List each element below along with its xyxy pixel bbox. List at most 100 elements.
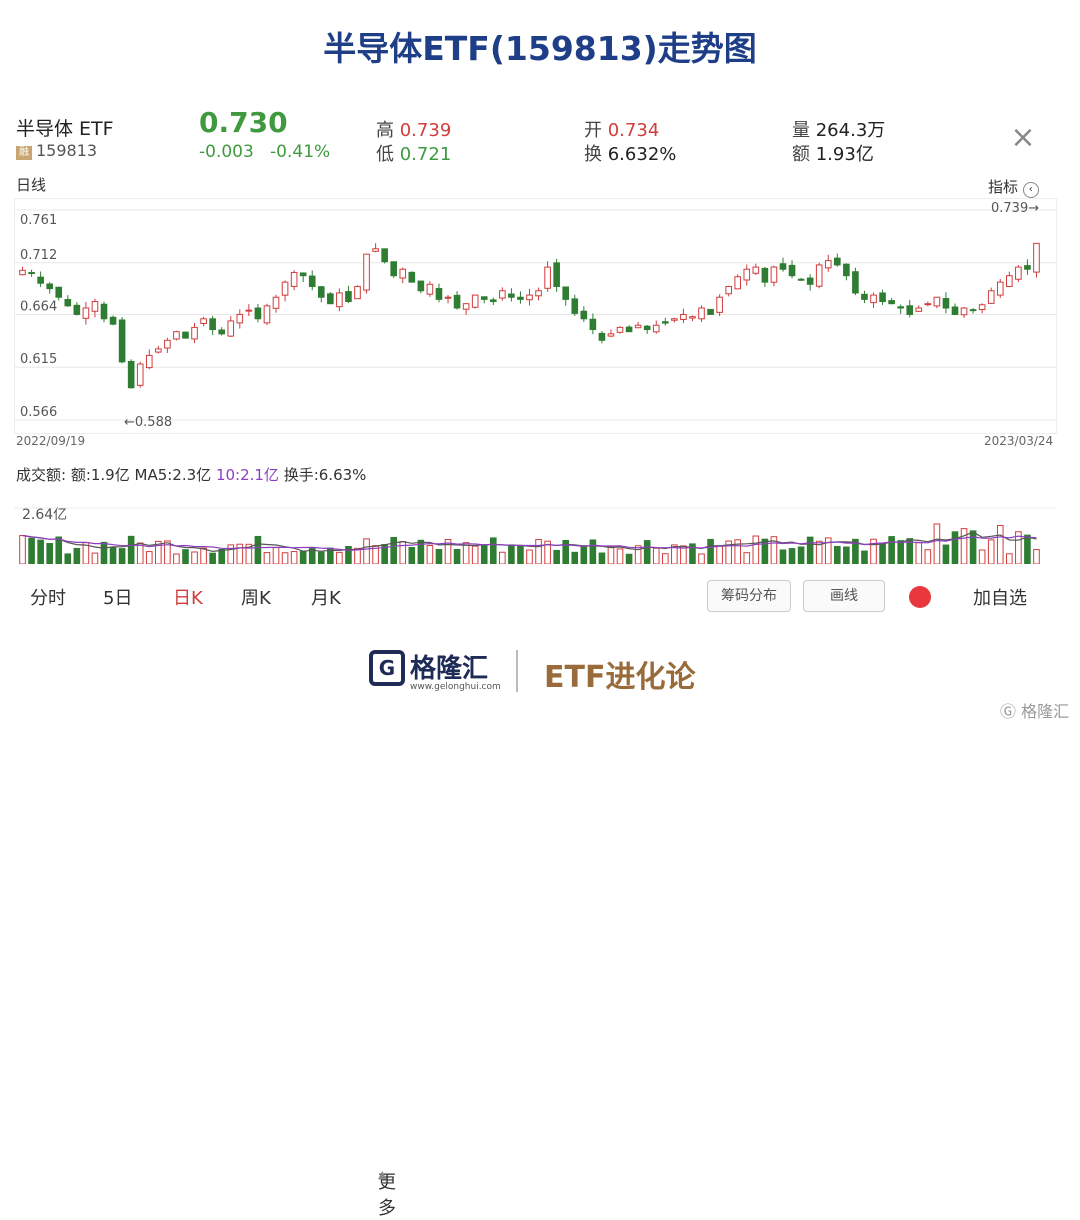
candle bbox=[155, 345, 162, 354]
candle bbox=[960, 306, 968, 318]
volume-bar bbox=[19, 534, 26, 564]
volume-chart bbox=[14, 507, 1057, 564]
price-change: -0.003 -0.41% bbox=[199, 142, 331, 162]
volume-bar bbox=[996, 524, 1004, 564]
volume-bar bbox=[245, 543, 253, 564]
volume-bar bbox=[951, 531, 959, 564]
volume-bar bbox=[634, 545, 642, 564]
candle bbox=[987, 287, 995, 304]
candle bbox=[218, 327, 226, 336]
tab-monthly-k[interactable]: 月K bbox=[311, 588, 341, 609]
volume-bar bbox=[725, 540, 732, 564]
close-icon[interactable]: × bbox=[1010, 120, 1036, 155]
volume-bar bbox=[752, 535, 760, 564]
volume-bar bbox=[408, 547, 416, 564]
tab-intraday[interactable]: 分时 bbox=[30, 588, 66, 609]
candle bbox=[833, 253, 841, 267]
candle bbox=[888, 298, 895, 305]
max-annotation: 0.739→ bbox=[991, 201, 1039, 216]
last-price: 0.730 bbox=[199, 106, 288, 139]
record-icon[interactable] bbox=[909, 586, 931, 608]
tab-5day[interactable]: 5日 bbox=[103, 588, 133, 609]
chevron-left-icon: ‹ bbox=[1022, 182, 1039, 198]
candle bbox=[109, 315, 117, 326]
candle bbox=[435, 283, 443, 303]
candle bbox=[191, 322, 198, 344]
candle bbox=[725, 285, 732, 297]
candle bbox=[634, 321, 642, 329]
volume-bar bbox=[209, 552, 216, 564]
volume-bar bbox=[317, 551, 325, 564]
volume-bar bbox=[987, 539, 995, 564]
volume-bar bbox=[227, 544, 235, 564]
volume-bar bbox=[698, 553, 705, 564]
candle bbox=[200, 316, 207, 327]
volume-ma10-line bbox=[22, 534, 1037, 551]
candle bbox=[951, 303, 959, 315]
candle bbox=[571, 294, 579, 316]
candle bbox=[598, 331, 606, 344]
candle bbox=[716, 294, 723, 316]
volume-bar bbox=[580, 545, 588, 564]
candle bbox=[707, 308, 714, 315]
candle bbox=[236, 309, 244, 329]
volume-bar bbox=[345, 545, 352, 564]
candle bbox=[680, 308, 687, 324]
candle bbox=[607, 329, 615, 338]
volume-bar bbox=[689, 543, 696, 564]
candle bbox=[698, 305, 705, 323]
candle bbox=[978, 303, 986, 314]
volume-bar bbox=[281, 552, 289, 564]
candle bbox=[417, 280, 425, 294]
footer-divider bbox=[516, 650, 518, 692]
tab-daily-k[interactable]: 日K bbox=[173, 588, 203, 609]
volume-bar bbox=[933, 523, 941, 564]
gelonghui-logo-icon: G bbox=[369, 650, 405, 686]
volume-bar bbox=[843, 546, 850, 564]
volume-bar bbox=[508, 544, 515, 564]
brand-name: 格隆汇 bbox=[410, 654, 489, 684]
candle bbox=[806, 274, 814, 291]
column-name: ETF进化论 bbox=[544, 660, 696, 695]
volume-bar bbox=[562, 540, 570, 564]
candle bbox=[272, 294, 280, 313]
candle bbox=[308, 270, 316, 291]
candlestick-chart: 0.761 0.712 0.664 0.615 0.566 0.739→ ←0.588 bbox=[14, 198, 1057, 434]
candle bbox=[906, 299, 914, 318]
candle bbox=[661, 317, 669, 326]
candle bbox=[136, 361, 144, 388]
add-watchlist-button[interactable]: 加自选 bbox=[973, 588, 1027, 609]
volume-bar bbox=[200, 547, 207, 564]
chips-distribution-button[interactable]: 筹码分布 bbox=[707, 580, 791, 612]
volume-bar bbox=[173, 553, 180, 564]
candle bbox=[761, 266, 769, 287]
candle bbox=[408, 271, 416, 283]
candle bbox=[625, 325, 633, 333]
candle bbox=[100, 301, 108, 323]
volume-bar bbox=[37, 539, 44, 564]
candle bbox=[444, 295, 452, 304]
candle bbox=[245, 304, 253, 316]
caret-up-icon: ▲ bbox=[378, 1168, 387, 1181]
tab-weekly-k[interactable]: 周K bbox=[241, 588, 271, 609]
fund-name: 半导体 ETF bbox=[16, 118, 114, 140]
volume-bar bbox=[625, 553, 633, 564]
candle bbox=[535, 287, 542, 301]
volume-bar bbox=[118, 548, 126, 564]
draw-line-button[interactable]: 画线 bbox=[803, 580, 885, 612]
volume-bar bbox=[336, 551, 343, 564]
volume-bar bbox=[553, 549, 560, 564]
candle bbox=[336, 288, 343, 312]
candle bbox=[381, 248, 388, 264]
volume-bar bbox=[616, 548, 624, 564]
candle bbox=[145, 349, 153, 370]
candle bbox=[643, 324, 651, 334]
candle bbox=[118, 317, 126, 364]
y-tick-label: 0.712 bbox=[20, 248, 57, 263]
volume-bar bbox=[671, 544, 678, 564]
candle bbox=[499, 287, 506, 301]
volume-bar bbox=[779, 549, 787, 564]
volume-bar bbox=[1015, 531, 1022, 564]
high-price: 高 0.739 bbox=[376, 120, 452, 141]
indicator-button[interactable]: 指标 ‹ bbox=[988, 176, 1039, 198]
